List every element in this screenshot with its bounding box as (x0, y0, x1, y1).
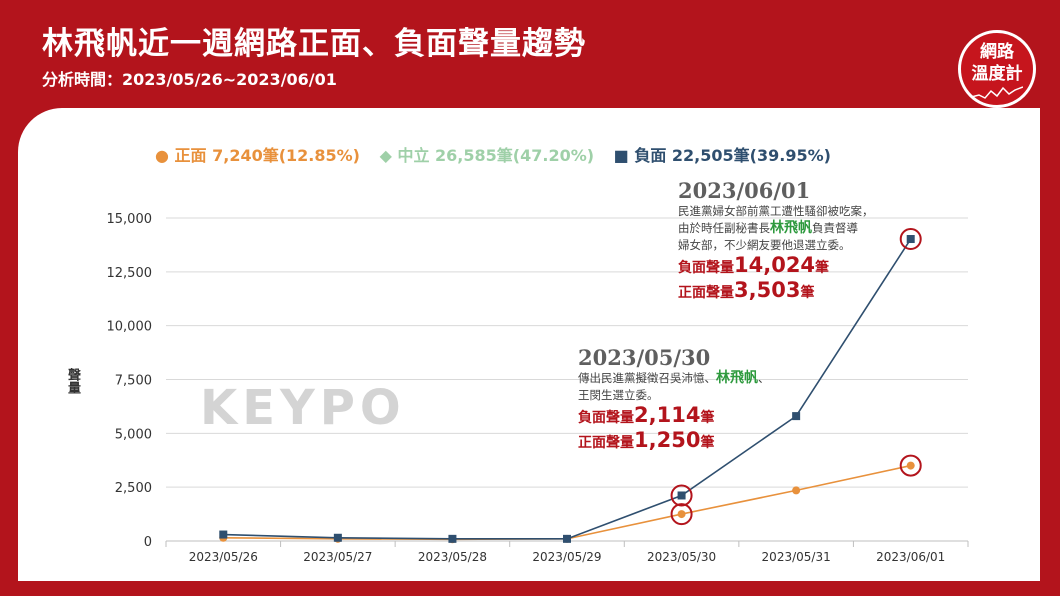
positive-volume: 正面聲量1,250筆 (578, 428, 715, 452)
header-banner: 林飛帆近一週網路正面、負面聲量趨勢 分析時間：2023/05/26~2023/0… (0, 0, 1060, 110)
x-tick-label: 2023/05/31 (762, 550, 831, 564)
highlight-name: 林飛帆 (716, 370, 758, 386)
annotation-0601: 2023/06/01 民進黨婦女部前黨工遭性騷卻被吃案， 由於時任副秘書長林飛帆… (678, 178, 918, 304)
y-tick-label: 15,000 (107, 212, 153, 227)
annotation-0530: 2023/05/30 傳出民進黨擬徵召吳沛憶、林飛帆、 王閔生選立委。 負面聲量… (578, 345, 818, 454)
y-tick-label: 5,000 (115, 427, 152, 442)
positive-volume: 正面聲量3,503筆 (678, 278, 815, 302)
data-point-negative (333, 533, 342, 542)
legend-marker-positive: ● (155, 146, 169, 165)
logo-pulse-icon (971, 86, 1023, 99)
annotation-desc-line2: 王閔生選立委。 (578, 388, 659, 402)
legend-marker-negative: ■ (613, 146, 629, 165)
annotation-desc-line3: 婦女部，不少網友要他退選立委。 (678, 238, 851, 252)
x-tick-label: 2023/05/29 (532, 550, 601, 564)
data-point-positive (792, 486, 801, 495)
highlight-ring-negative-0601 (899, 228, 922, 251)
legend-item-positive: ● 正面 7,240筆(12.85%) (155, 146, 360, 165)
negative-volume: 負面聲量2,114筆 (578, 403, 715, 427)
annotation-desc-line2: 由於時任副秘書長林飛帆負責督導 (678, 220, 858, 236)
legend-marker-neutral: ◆ (379, 146, 392, 165)
page-title: 林飛帆近一週網路正面、負面聲量趨勢 (42, 26, 586, 62)
x-tick-label: 2023/05/26 (189, 550, 258, 564)
y-tick-label: 0 (144, 535, 152, 550)
legend-item-neutral: ◆ 中立 26,585筆(47.20%) (380, 146, 594, 165)
data-point-negative (563, 534, 571, 543)
annotation-desc-line1: 傳出民進黨擬徵召吳沛憶、林飛帆、 (578, 370, 770, 386)
annotation-desc-line1: 民進黨婦女部前黨工遭性騷卻被吃案， (678, 204, 874, 218)
data-point-negative (448, 534, 457, 543)
annotation-date: 2023/05/30 (578, 345, 711, 370)
logo: 網路 溫度計 (958, 30, 1036, 108)
legend-label-negative: 負面 22,505筆(39.95%) (634, 146, 831, 165)
highlight-name: 林飛帆 (770, 220, 812, 236)
highlight-ring-negative-0530 (670, 484, 693, 507)
y-tick-label: 10,000 (107, 320, 153, 335)
data-point-negative (219, 530, 228, 539)
x-tick-label: 2023/05/28 (418, 550, 487, 564)
y-axis-label: 聲量 (65, 368, 80, 394)
legend-item-negative: ■ 負面 22,505筆(39.95%) (614, 146, 831, 165)
x-tick-label: 2023/05/27 (303, 550, 372, 564)
logo-text-line1: 網路 (980, 42, 1014, 62)
y-tick-label: 7,500 (115, 374, 152, 389)
data-point-positive (906, 461, 915, 470)
highlight-ring-positive-0530 (670, 503, 693, 526)
legend-label-neutral: 中立 26,585筆(47.20%) (397, 146, 595, 165)
x-tick-label: 2023/05/30 (647, 550, 716, 564)
logo-text-line2: 溫度計 (971, 64, 1023, 84)
annotation-date: 2023/06/01 (678, 178, 811, 203)
analysis-period: 分析時間：2023/05/26~2023/06/01 (42, 70, 337, 89)
y-tick-label: 2,500 (115, 481, 152, 496)
legend: ● 正面 7,240筆(12.85%) ◆ 中立 26,585筆(47.20%)… (155, 142, 845, 166)
data-point-negative (906, 235, 915, 244)
y-tick-label: 12,500 (107, 266, 153, 281)
data-point-positive (677, 510, 686, 519)
chart-panel (18, 108, 1040, 581)
negative-volume: 負面聲量14,024筆 (678, 253, 830, 277)
highlight-ring-positive-0601 (899, 454, 922, 477)
legend-label-positive: 正面 7,240筆(12.85%) (174, 146, 360, 165)
series-line-positive (223, 464, 911, 541)
data-point-negative (792, 412, 801, 421)
watermark: KEYPO (200, 380, 406, 436)
data-point-negative (677, 491, 686, 500)
x-tick-label: 2023/06/01 (876, 550, 945, 564)
